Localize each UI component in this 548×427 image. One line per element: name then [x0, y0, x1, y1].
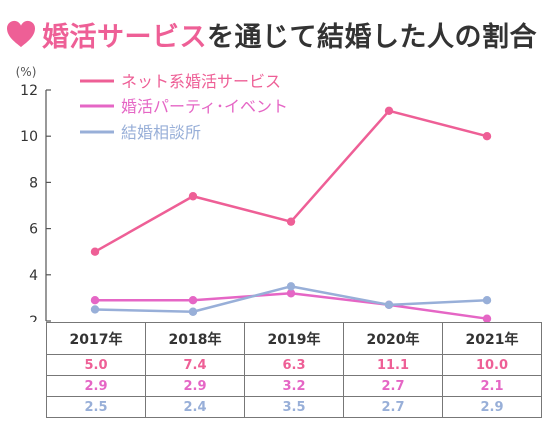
- value-cell: 7.4: [145, 354, 245, 376]
- title-text: 婚活サービスを通じて結婚した人の割合: [42, 15, 537, 54]
- value-cell: 2.4: [145, 396, 245, 418]
- data-point-0: [384, 106, 394, 115]
- data-point-0: [188, 192, 198, 201]
- year-cell: 2017年: [46, 322, 146, 355]
- data-point-1: [482, 314, 492, 322]
- legend-label: ネット系婚活サービス: [121, 72, 281, 91]
- y-tick-label: 2: [29, 314, 38, 322]
- value-cell: 2.9: [46, 375, 146, 397]
- value-cell: 2.9: [442, 396, 542, 418]
- data-point-2: [384, 300, 394, 310]
- y-axis-unit: (%): [16, 65, 37, 79]
- data-table: 2017年 2018年 2019年 2020年 2021年 5.0 7.4 6.…: [46, 322, 542, 418]
- value-cell: 2.7: [343, 375, 443, 397]
- legend-label: 結婚相談所: [121, 123, 201, 142]
- data-point-1: [90, 296, 100, 305]
- data-point-0: [482, 132, 492, 141]
- table-row-party: 2.9 2.9 3.2 2.7 2.1: [46, 375, 542, 397]
- data-point-2: [188, 307, 198, 316]
- title-accent: 婚活サービス: [42, 21, 207, 53]
- data-point-2: [482, 296, 492, 305]
- data-point-1: [188, 296, 198, 305]
- value-cell: 2.5: [46, 396, 146, 418]
- y-tick-label: 4: [29, 268, 38, 284]
- value-cell: 2.1: [442, 375, 542, 397]
- value-cell: 3.2: [244, 375, 344, 397]
- y-tick-label: 10: [20, 129, 38, 145]
- data-point-1: [286, 289, 296, 298]
- data-point-2: [286, 282, 296, 291]
- year-cell: 2018年: [145, 322, 245, 355]
- value-cell: 10.0: [442, 354, 542, 376]
- value-cell: 3.5: [244, 396, 344, 418]
- y-tick-label: 6: [29, 222, 38, 238]
- data-point-0: [286, 217, 296, 226]
- value-cell: 2.7: [343, 396, 443, 418]
- legend-label: 婚活パーティ･イベント: [121, 97, 288, 116]
- year-cell: 2019年: [244, 322, 344, 355]
- value-cell: 6.3: [244, 354, 344, 376]
- heart-icon: [7, 20, 35, 48]
- data-point-2: [90, 305, 100, 314]
- year-cell: 2020年: [343, 322, 443, 355]
- value-cell: 5.0: [46, 354, 146, 376]
- year-cell: 2021年: [442, 322, 542, 355]
- y-tick-label: 8: [29, 175, 38, 191]
- y-tick-label: 12: [20, 83, 38, 99]
- table-header-row: 2017年 2018年 2019年 2020年 2021年: [46, 322, 542, 355]
- chart-title: 婚活サービスを通じて結婚した人の割合: [6, 15, 537, 54]
- table-row-online: 5.0 7.4 6.3 11.1 10.0: [46, 354, 542, 376]
- value-cell: 11.1: [343, 354, 443, 376]
- table-row-agency: 2.5 2.4 3.5 2.7 2.9: [46, 396, 542, 418]
- value-cell: 2.9: [145, 375, 245, 397]
- data-point-0: [90, 247, 100, 256]
- title-rest: を通じて結婚した人の割合: [207, 21, 537, 53]
